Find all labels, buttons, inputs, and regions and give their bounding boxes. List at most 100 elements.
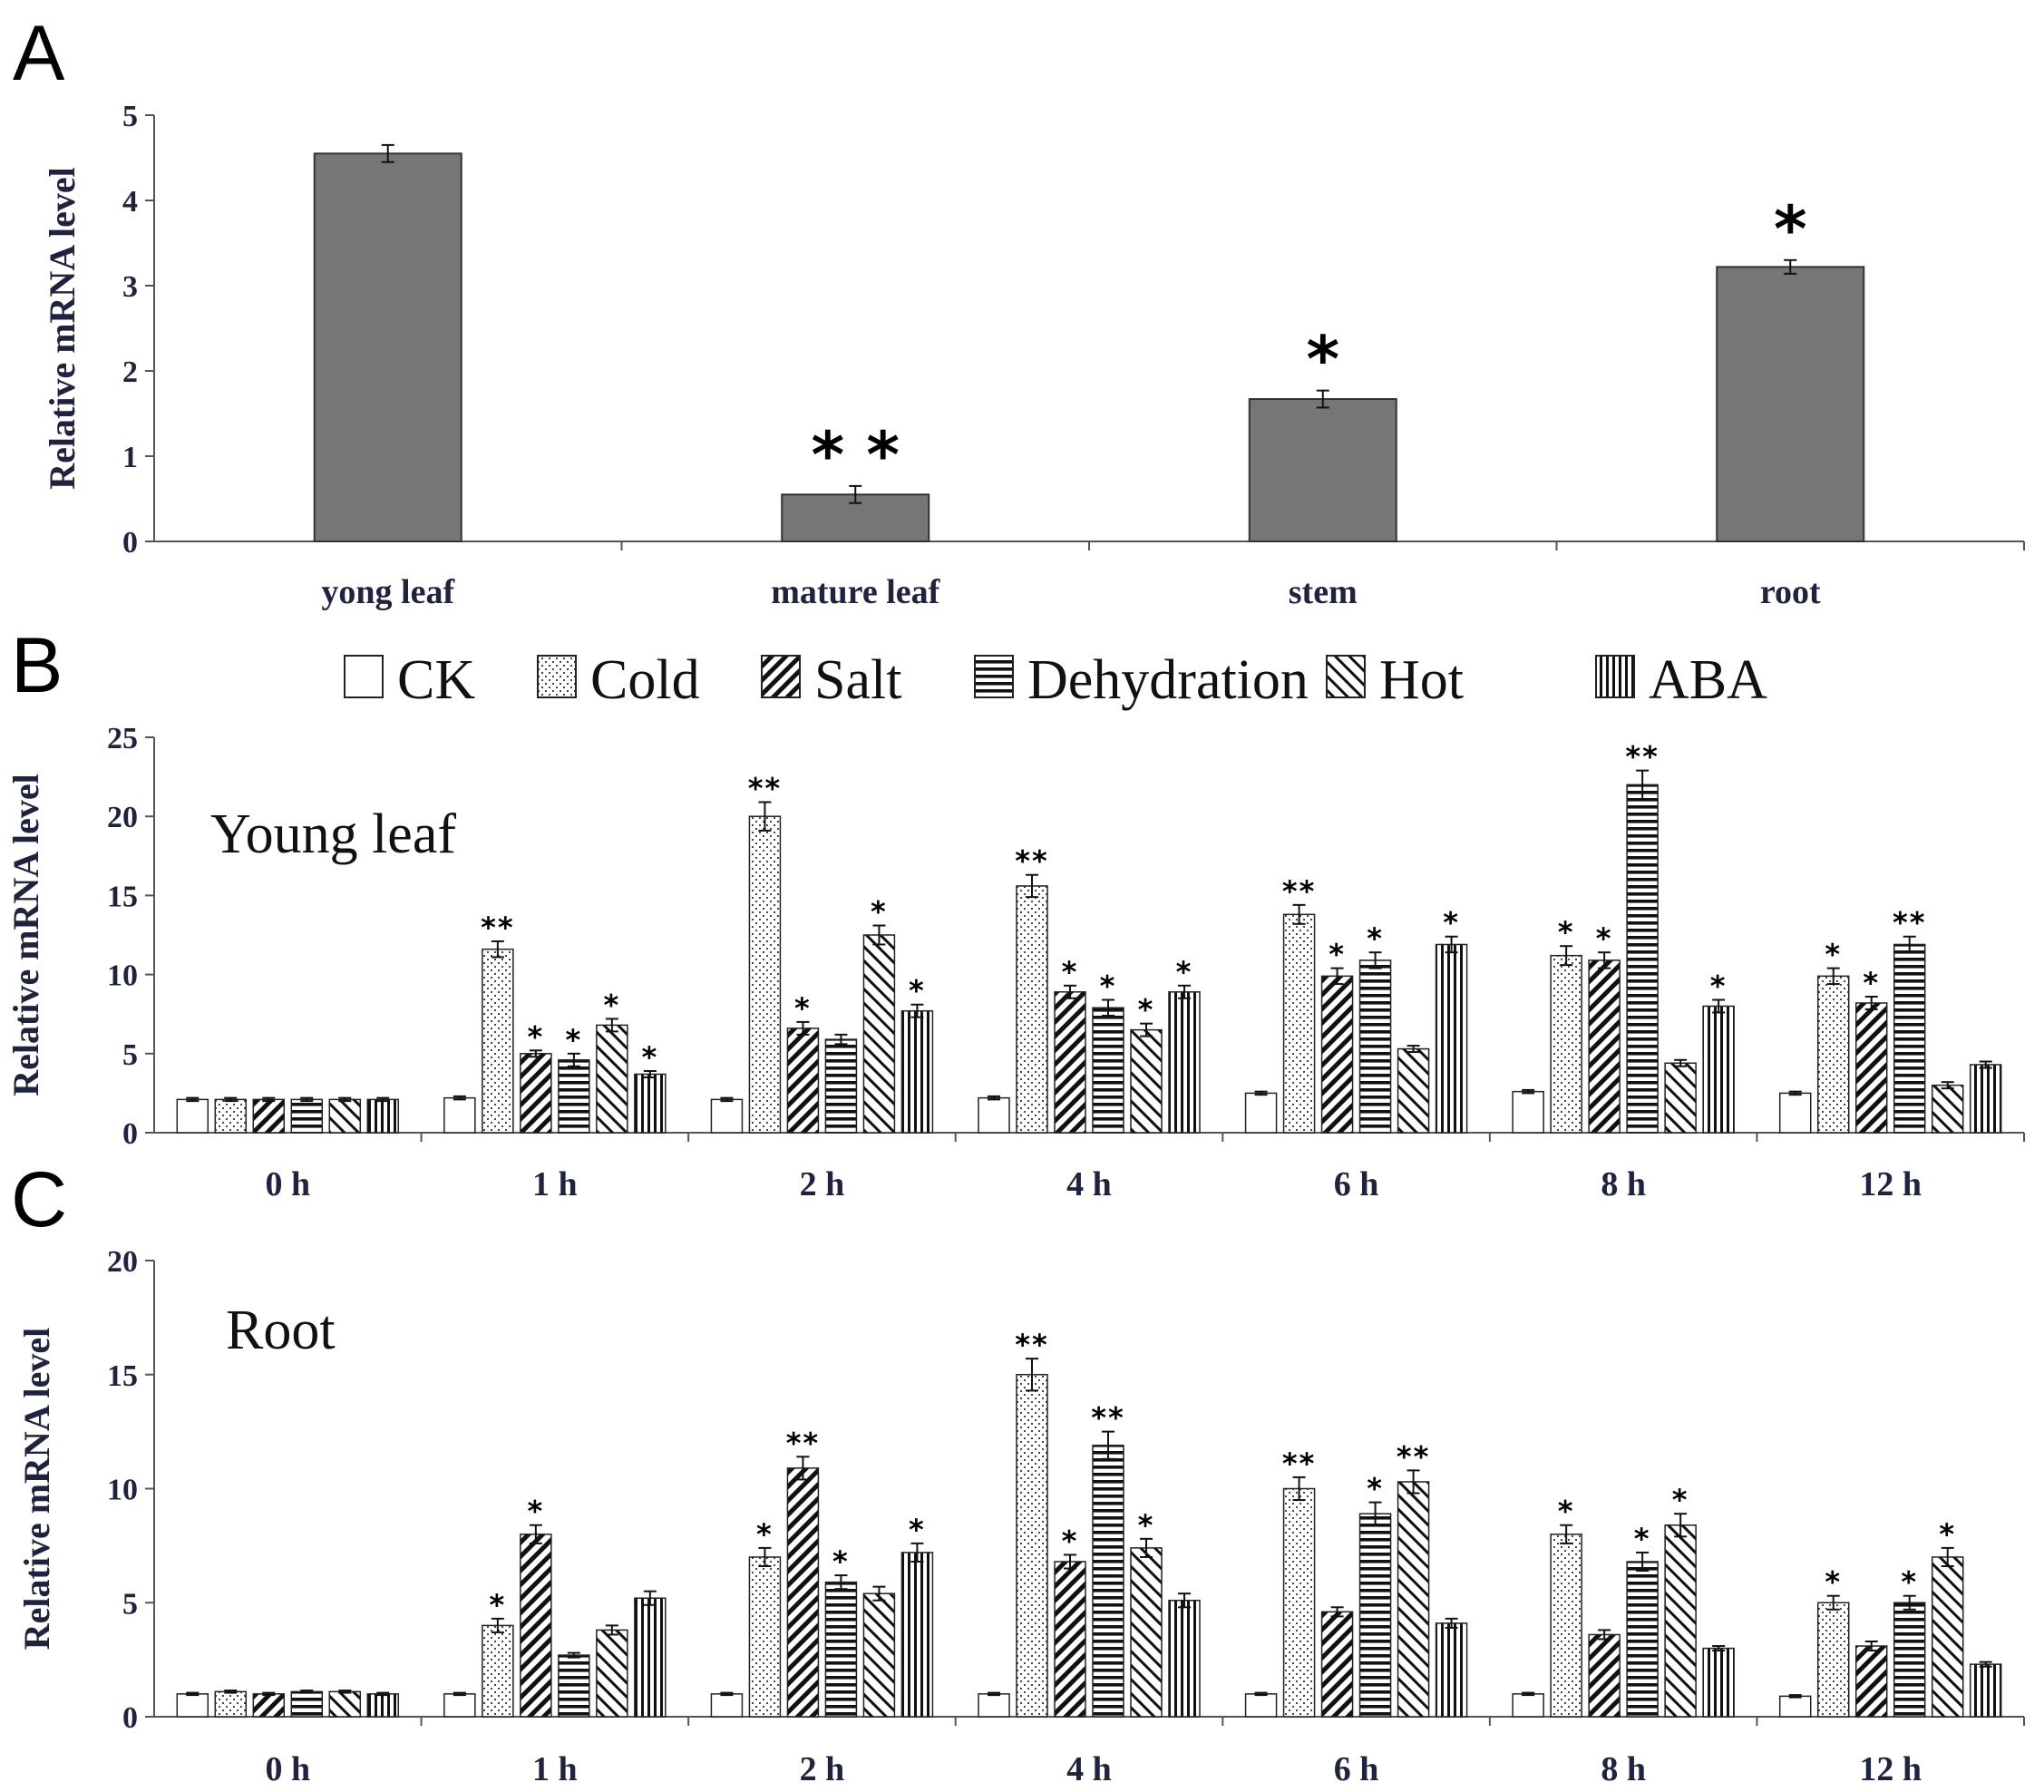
c-category-label: 1 h [532, 1750, 578, 1788]
chart-panel-c: 0 5 10 15 20 0 h 1 h 2 h 4 h 6 h 8 h 12 h Relative m… [16, 1245, 2025, 1788]
bar-c-hot-4-h [1130, 1547, 1163, 1718]
legend-swatch-ck [344, 655, 384, 698]
bar-b-dehydration-0-h [290, 1098, 324, 1134]
bar-c-dehydration-4-h [1092, 1444, 1124, 1718]
significance-marker: * [1825, 938, 1842, 972]
a-ylabel: Relative mRNA level [42, 167, 83, 489]
significance-marker: * [794, 991, 812, 1026]
panel-b-title: Young leaf [210, 803, 456, 865]
significance-marker: * [1939, 1517, 1956, 1552]
bar-b-cold-1-h [482, 948, 514, 1134]
bar-c-salt-8-h [1588, 1633, 1621, 1718]
c-category-label: 0 h [265, 1750, 310, 1788]
c-category-label: 6 h [1334, 1750, 1379, 1788]
legend-label-hot: Hot [1379, 649, 1464, 711]
bar-c-dehydration-12-h [1893, 1602, 1926, 1718]
significance-marker: * [489, 1588, 506, 1622]
bar-b-ck-1-h [443, 1096, 476, 1134]
bar-c-aba-0-h [366, 1693, 400, 1718]
significance-marker: ** [786, 1426, 820, 1460]
bar-c-salt-1-h [520, 1534, 552, 1718]
legend-label-aba: ABA [1649, 649, 1767, 711]
significance-marker: ** [1091, 1401, 1124, 1436]
legend-label-cold: Cold [590, 649, 700, 711]
panel-letter-c: C [11, 1156, 67, 1243]
b-ytick-label: 0 [122, 1117, 138, 1151]
c-ytick-label: 0 [122, 1701, 138, 1735]
b-ylabel: Relative mRNA level [5, 774, 46, 1096]
significance-marker: ** [1282, 874, 1316, 909]
bar-b-cold-4-h [1016, 885, 1048, 1134]
bar-c-ck-2-h [710, 1693, 744, 1718]
bar-c-hot-2-h [862, 1592, 896, 1718]
significance-marker: * [603, 988, 620, 1022]
bar-b-hot-8-h [1664, 1062, 1697, 1134]
chart-panel-b: 0 5 10 15 20 25 0 h 1 h 2 h 4 h 6 h 8 h 12 h Relative… [5, 722, 2025, 1203]
b-category-label: 2 h [800, 1165, 845, 1203]
c-ytick-label: 10 [107, 1474, 138, 1507]
bar-c-hot-0-h [328, 1690, 362, 1718]
b-category-label: 4 h [1066, 1165, 1112, 1203]
significance-marker: * [1367, 1472, 1384, 1506]
bar-b-aba-2-h [900, 1009, 934, 1134]
bar-c-salt-6-h [1320, 1611, 1354, 1718]
bar-b-dehydration-6-h [1358, 959, 1392, 1134]
bar-b-ck-6-h [1244, 1092, 1278, 1134]
bar-b-dehydration-12-h [1893, 943, 1926, 1134]
bar-c-aba-1-h [634, 1597, 667, 1718]
bar-b-dehydration-2-h [824, 1038, 858, 1134]
bar-b-aba-0-h [366, 1098, 400, 1134]
significance-marker: ** [1625, 740, 1659, 774]
bar-b-ck-12-h [1778, 1092, 1812, 1134]
bar-b-salt-4-h [1054, 991, 1086, 1134]
a-ytick-label: 1 [122, 441, 138, 474]
bar-c-aba-12-h [1969, 1663, 2002, 1718]
bar-a-root [1716, 266, 1865, 542]
bar-c-ck-4-h [978, 1693, 1010, 1718]
significance-marker: ** [1893, 906, 1926, 940]
bar-b-ck-4-h [978, 1096, 1010, 1134]
significance-marker: * [1100, 969, 1117, 1004]
bar-b-cold-0-h [214, 1098, 248, 1134]
legend-swatch-aba [1595, 655, 1635, 698]
bar-c-hot-1-h [596, 1629, 628, 1718]
bar-b-salt-0-h [252, 1098, 286, 1134]
a-category-label: mature leaf [771, 573, 940, 611]
bar-c-cold-0-h [214, 1690, 248, 1718]
bar-c-dehydration-8-h [1626, 1561, 1659, 1718]
bar-c-aba-8-h [1702, 1647, 1735, 1718]
significance-marker: * [1863, 966, 1880, 1000]
bar-b-hot-12-h [1931, 1084, 1964, 1134]
significance-marker: * [1825, 1565, 1842, 1600]
bar-c-dehydration-1-h [558, 1654, 590, 1718]
bar-c-salt-4-h [1054, 1561, 1086, 1718]
legend-label-dehydration: Dehydration [1027, 649, 1309, 711]
bar-b-cold-2-h [748, 815, 782, 1134]
significance-marker: ** [748, 772, 782, 806]
bar-b-aba-8-h [1702, 1005, 1735, 1134]
bar-c-cold-8-h [1550, 1534, 1582, 1718]
b-ytick-label: 5 [122, 1038, 138, 1072]
bar-c-ck-8-h [1512, 1693, 1544, 1718]
significance-marker: ** [1015, 1328, 1048, 1362]
b-category-label: 6 h [1334, 1165, 1379, 1203]
significance-marker: * [1672, 1483, 1689, 1517]
significance-marker: * [1901, 1565, 1918, 1600]
b-ytick-label: 10 [107, 959, 138, 993]
bar-a-yong-leaf [313, 152, 462, 543]
legend-label-salt: Salt [814, 649, 901, 711]
bar-b-salt-2-h [786, 1027, 820, 1134]
bar-b-aba-1-h [634, 1073, 667, 1134]
significance-marker: * [527, 1495, 544, 1529]
significance-marker: * [1306, 323, 1339, 397]
bar-c-cold-2-h [748, 1556, 782, 1718]
significance-marker: ** [1015, 844, 1048, 879]
bar-c-aba-2-h [900, 1552, 934, 1718]
significance-marker: * [909, 974, 926, 1008]
significance-marker: * [1774, 192, 1807, 267]
significance-marker: * [832, 1544, 850, 1579]
bar-c-hot-6-h [1397, 1481, 1430, 1718]
a-ytick-label: 2 [122, 355, 138, 389]
bar-b-hot-0-h [328, 1098, 362, 1134]
legend-swatch-cold [537, 655, 577, 698]
